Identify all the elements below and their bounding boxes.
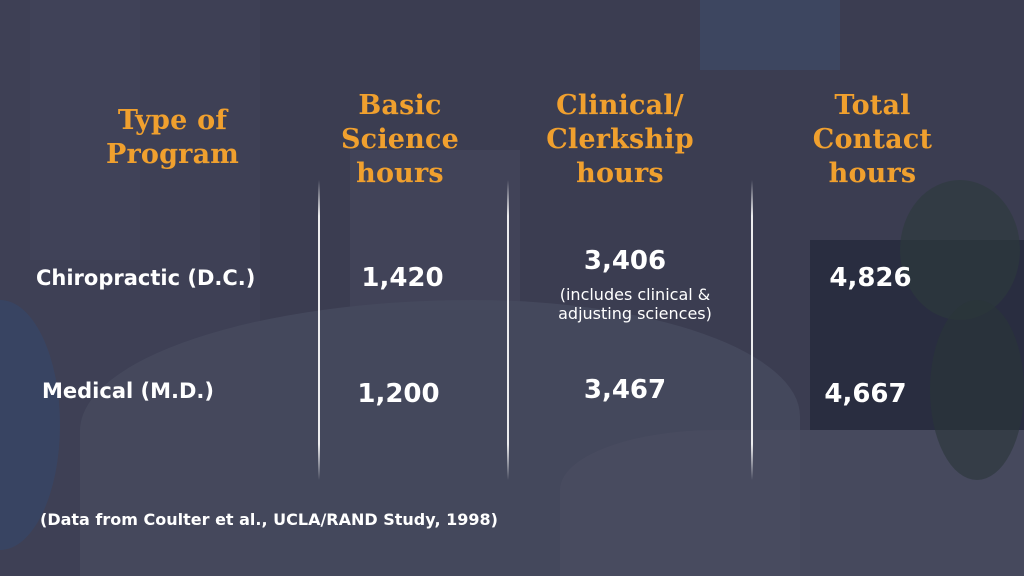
header-line: hours [356,158,444,189]
column-divider [507,180,509,480]
source-citation: (Data from Coulter et al., UCLA/RAND Stu… [40,510,498,529]
header-line: Program [105,139,240,170]
basic-science-medical: 1,200 [357,379,440,409]
clinical-note-chiropractic: (includes clinical & adjusting sciences) [525,285,745,323]
row-label-medical: Medical (M.D.) [42,379,214,403]
header-line: Basic [358,90,442,121]
header-line: Contact [812,124,933,155]
clinical-chiropractic: 3,406 [583,246,667,276]
header-basic-science: Basic Science hours [325,89,475,191]
header-line: Type of [117,105,228,136]
header-line: Clinical/ [556,90,684,121]
total-chiropractic: 4,826 [829,263,912,293]
column-divider [318,180,320,480]
header-total-contact: Total Contact hours [795,89,950,191]
total-medical: 4,667 [824,379,907,409]
header-line: Total [834,90,911,121]
header-line: hours [576,158,664,189]
note-line: (includes clinical & [559,285,711,304]
row-label-chiropractic: Chiropractic (D.C.) [36,266,256,290]
header-line: Science [340,124,460,155]
column-divider [751,180,753,480]
note-line: adjusting sciences) [558,304,712,323]
header-clinical-clerkship: Clinical/ Clerkship hours [530,89,710,191]
header-line: hours [828,158,917,189]
basic-science-chiropractic: 1,420 [361,263,444,293]
header-line: Clerkship [546,124,694,155]
clinical-medical: 3,467 [583,375,667,405]
header-type-of-program: Type of Program [90,104,255,172]
